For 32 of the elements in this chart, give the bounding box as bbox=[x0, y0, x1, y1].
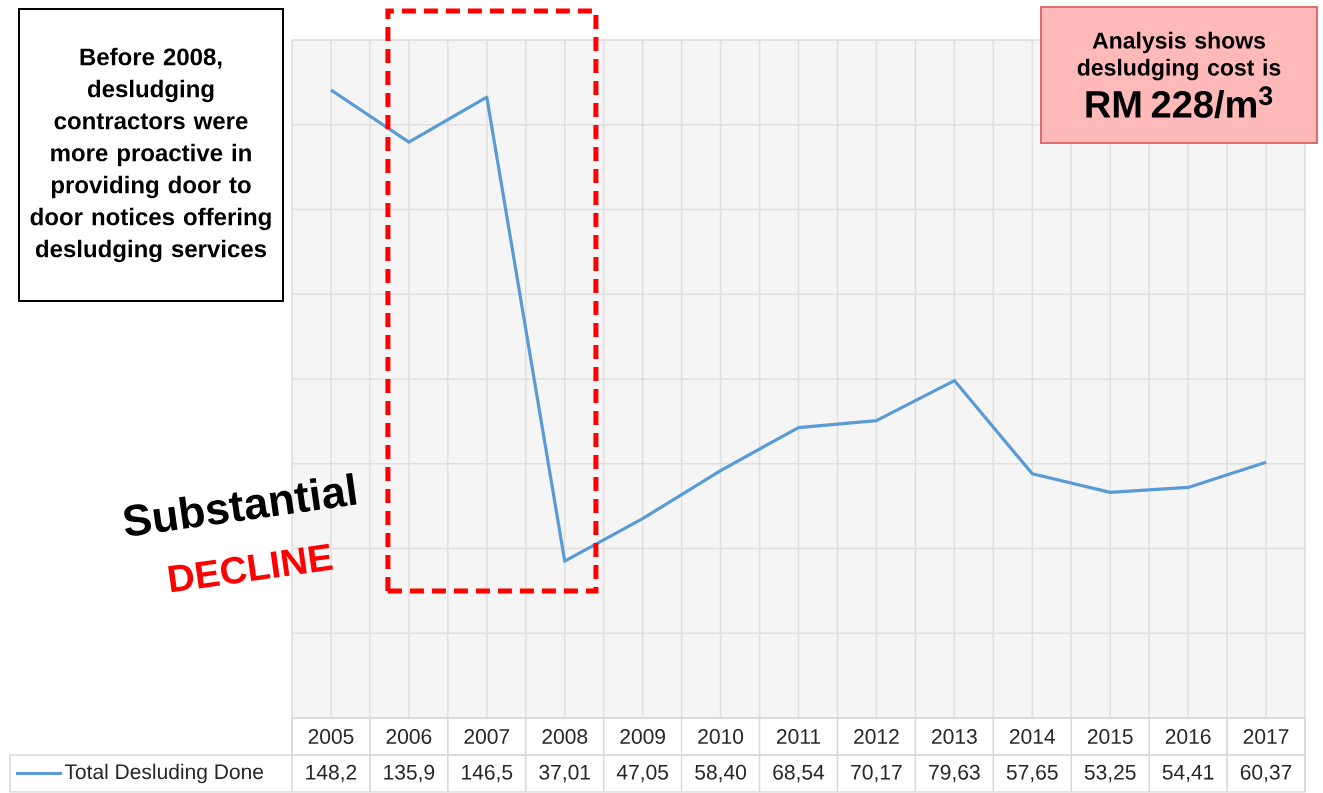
x-tick-label: 2008 bbox=[542, 729, 588, 745]
x-tick-label: 2007 bbox=[464, 729, 510, 745]
data-label: 53,25 bbox=[1084, 764, 1136, 783]
x-tick-label: 2009 bbox=[620, 729, 665, 745]
data-label: 54,41 bbox=[1162, 765, 1214, 783]
x-tick-label: 2011 bbox=[777, 729, 821, 745]
x-tick-label: 2016 bbox=[1165, 729, 1211, 745]
x-tick-label: 2010 bbox=[698, 729, 744, 745]
annotation: Analysis shows desludging cost is bbox=[1077, 31, 1281, 81]
data-label: 146,5 bbox=[462, 764, 513, 783]
data-label: 135,9 bbox=[384, 764, 435, 783]
x-tick-label: 2013 bbox=[932, 729, 977, 745]
legend-label: Total Desluding Done bbox=[64, 763, 264, 784]
annotation: DECLINE bbox=[168, 543, 333, 593]
data-label: 58,40 bbox=[695, 764, 747, 783]
x-tick-label: 2012 bbox=[854, 729, 899, 745]
data-label: 70,17 bbox=[851, 764, 902, 783]
data-label: 60,37 bbox=[1240, 764, 1292, 783]
x-tick-label: 2014 bbox=[1009, 729, 1055, 745]
data-label: 68,54 bbox=[773, 764, 825, 783]
annotation: RM 228/m$^{3}$ bbox=[1086, 86, 1273, 119]
data-label: 57,65 bbox=[1006, 764, 1058, 783]
x-tick-label: 2017 bbox=[1243, 729, 1289, 745]
x-tick-label: 2015 bbox=[1087, 729, 1133, 745]
x-tick-label: 2005 bbox=[308, 729, 354, 745]
data-label: 37,01 bbox=[539, 764, 590, 783]
data-label: 79,63 bbox=[929, 764, 980, 783]
x-tick-label: 2006 bbox=[386, 729, 432, 745]
annotation: Substantial bbox=[124, 473, 357, 536]
data-label: 47,05 bbox=[616, 764, 669, 783]
text: Before 2008, desludging contractors were more proactive in providing door to door notices offering desludging services bbox=[30, 47, 271, 263]
data-label: 148,2 bbox=[306, 764, 357, 783]
